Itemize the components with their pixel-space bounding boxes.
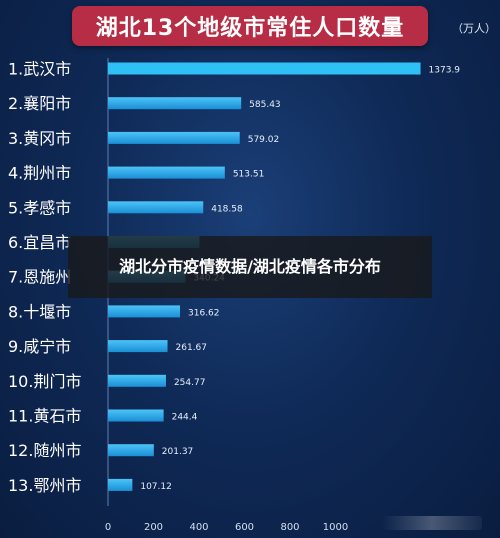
bar xyxy=(108,478,133,491)
x-tick-label: 0 xyxy=(105,522,111,533)
x-tick-label: 600 xyxy=(235,522,254,533)
chart-title: 湖北13个地级市常住人口数量 xyxy=(95,16,405,41)
caption-text: 湖北分市疫情数据/湖北疫情各市分布 xyxy=(119,257,381,276)
value-label: 579.02 xyxy=(248,135,280,145)
category-label: 4.荆州市 xyxy=(8,164,71,183)
value-label: 1373.9 xyxy=(429,66,461,76)
caption-overlay: 湖北分市疫情数据/湖北疫情各市分布 xyxy=(68,236,432,298)
bar xyxy=(108,201,204,214)
category-label: 2.襄阳市 xyxy=(8,94,71,113)
category-label: 1.武汉市 xyxy=(8,60,71,79)
category-label: 10.荆门市 xyxy=(8,372,81,391)
watermark xyxy=(382,516,482,530)
value-label: 201.37 xyxy=(162,447,194,457)
x-tick-label: 400 xyxy=(189,522,208,533)
x-tick-label: 800 xyxy=(280,522,299,533)
category-label: 5.孝感市 xyxy=(8,198,71,217)
bar xyxy=(108,409,164,422)
value-label: 418.58 xyxy=(211,204,243,214)
bar xyxy=(108,131,240,144)
bar xyxy=(108,97,242,110)
chart-title-banner: 湖北13个地级市常住人口数量 xyxy=(72,6,428,46)
category-label: 8.十堰市 xyxy=(8,302,71,321)
value-label: 244.4 xyxy=(172,413,198,423)
category-label: 12.随州市 xyxy=(8,441,81,460)
value-label: 513.51 xyxy=(233,170,265,180)
bar xyxy=(108,62,421,75)
bar xyxy=(108,444,154,457)
bar xyxy=(108,166,225,179)
x-tick-label: 200 xyxy=(144,522,163,533)
bar xyxy=(108,374,166,387)
bar xyxy=(108,340,168,353)
category-label: 13.鄂州市 xyxy=(8,476,81,495)
x-tick-label: 1000 xyxy=(323,522,348,533)
unit-label: （万人） xyxy=(452,22,496,35)
category-label: 11.黄石市 xyxy=(8,407,81,426)
bar xyxy=(108,305,181,318)
value-label: 585.43 xyxy=(249,100,280,110)
category-label: 7.恩施州 xyxy=(8,268,71,287)
category-label: 9.咸宁市 xyxy=(8,337,71,356)
value-label: 316.62 xyxy=(188,308,220,318)
category-label: 6.宜昌市 xyxy=(8,233,71,252)
value-label: 261.67 xyxy=(176,343,208,353)
value-label: 254.77 xyxy=(174,378,206,388)
category-label: 3.黄冈市 xyxy=(8,129,71,148)
value-label: 107.12 xyxy=(140,482,172,492)
